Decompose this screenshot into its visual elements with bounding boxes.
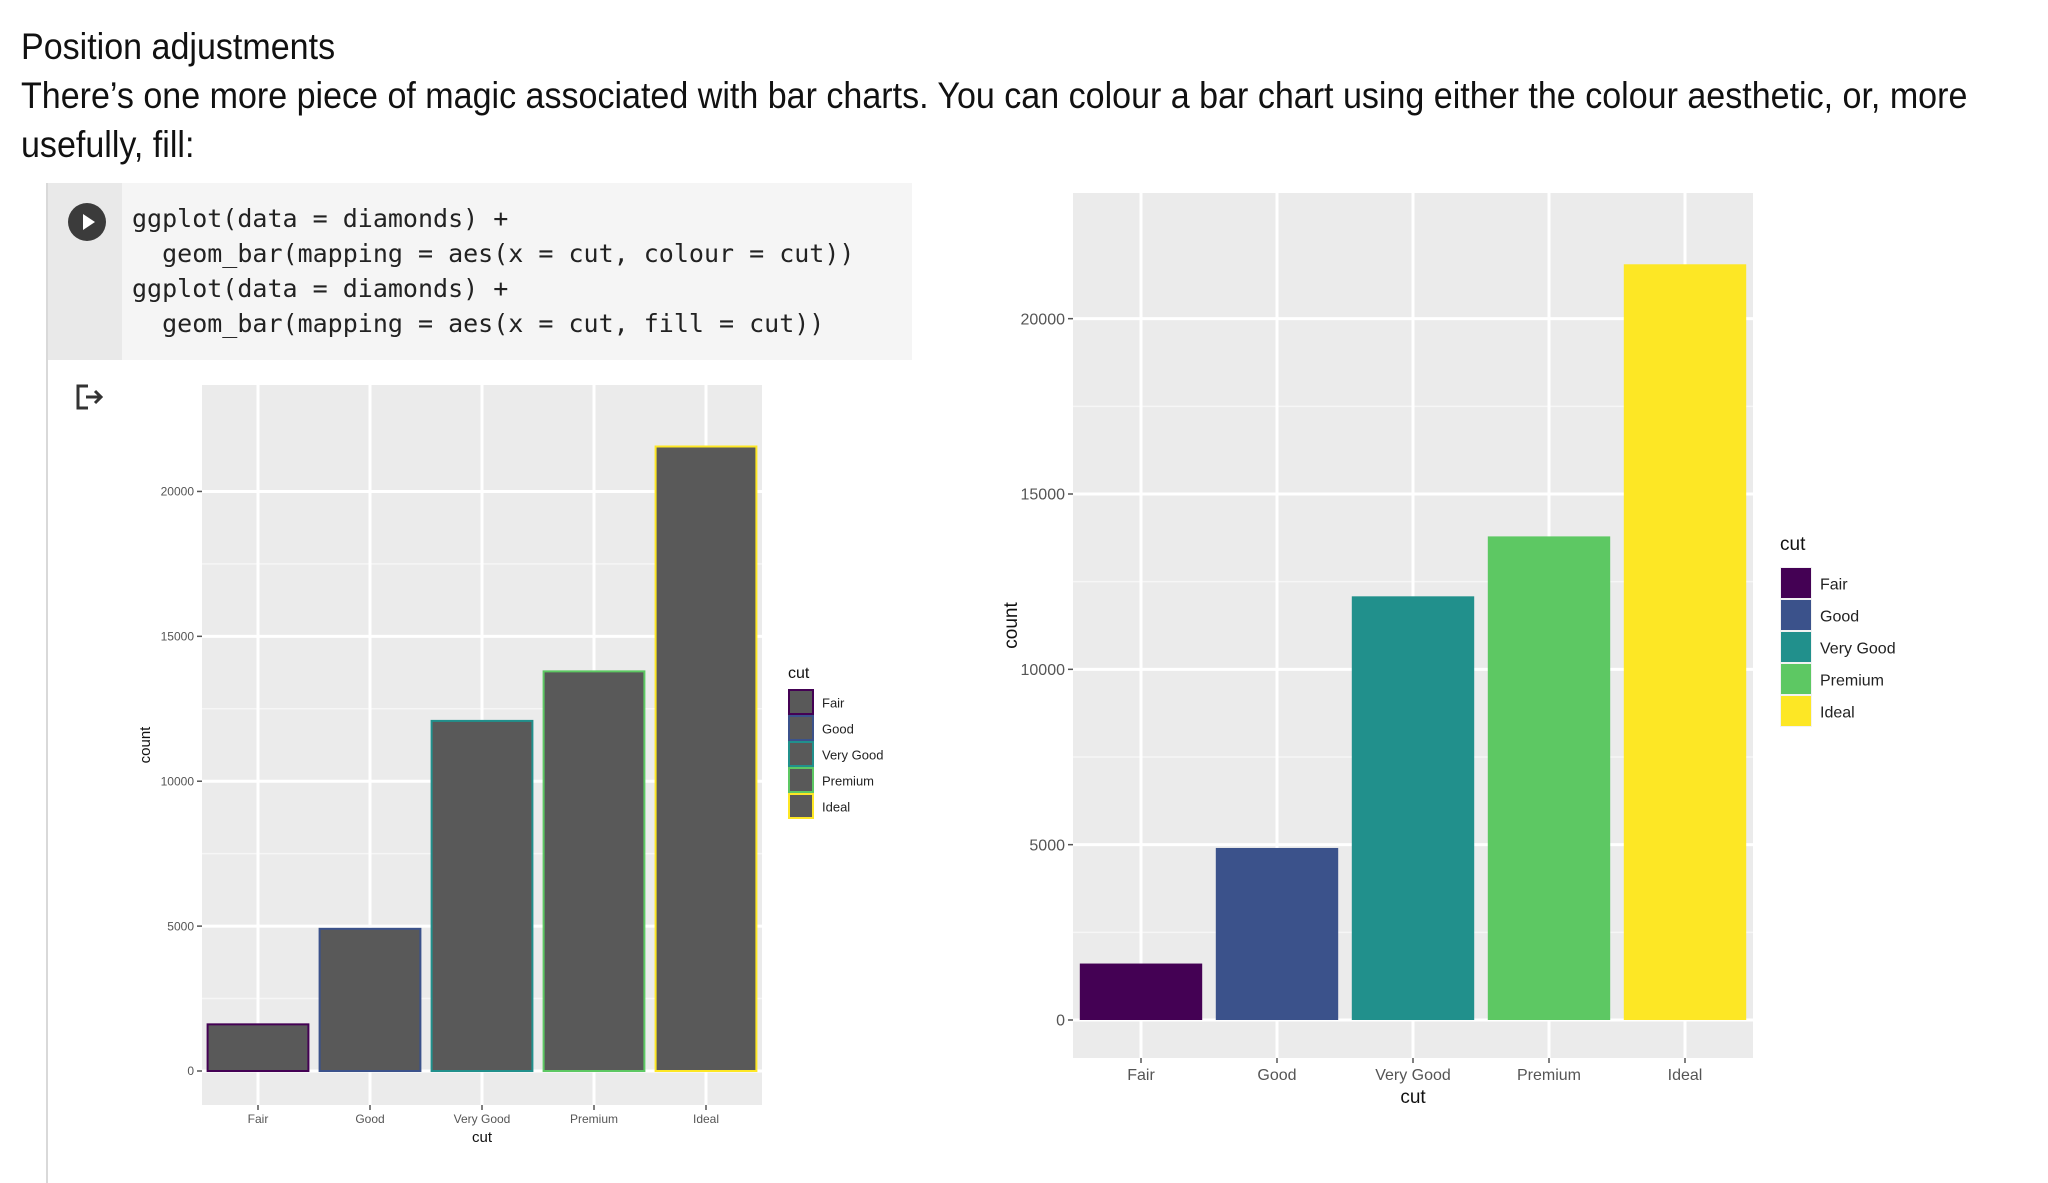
legend-key — [1781, 600, 1811, 630]
y-tick-label: 5000 — [167, 919, 194, 933]
y-tick-label: 20000 — [161, 485, 195, 499]
bar-ideal — [1623, 264, 1747, 1020]
x-axis-title: cut — [1400, 1087, 1426, 1108]
legend-title: cut — [1780, 534, 1806, 555]
legend-label: Ideal — [822, 800, 850, 815]
bar-ideal — [654, 445, 758, 1072]
bar-good — [1215, 847, 1339, 1020]
bar-premium — [1487, 536, 1611, 1020]
bar-good — [318, 927, 422, 1072]
legend-label: Premium — [822, 774, 874, 789]
y-tick-label: 10000 — [161, 774, 195, 788]
run-cell-button[interactable] — [68, 203, 106, 241]
x-tick-label: Very Good — [1375, 1067, 1451, 1084]
bar-very-good — [1351, 596, 1475, 1020]
x-tick-label: Ideal — [1668, 1067, 1703, 1084]
play-icon — [83, 214, 95, 230]
legend-key — [788, 793, 814, 819]
slide-heading: Position adjustments There’s one more pi… — [21, 22, 1968, 169]
legend-label: Ideal — [1820, 705, 1855, 722]
code-line: ggplot(data = diamonds) + — [132, 204, 509, 233]
code-line: geom_bar(mapping = aes(x = cut, fill = c… — [132, 309, 825, 338]
x-tick-label: Premium — [570, 1112, 618, 1126]
chart-colour-aesthetic: 0 5000 10000 15000 20000 Fair Good Very Good Pre… — [137, 385, 883, 1146]
y-tick-label: 20000 — [1021, 311, 1066, 328]
code-cell[interactable]: ggplot(data = diamonds) + geom_bar(mappi… — [122, 183, 912, 360]
x-axis-title: cut — [472, 1129, 493, 1146]
x-tick-label: Good — [355, 1112, 384, 1126]
notebook-cell-gutter — [46, 183, 124, 1183]
y-tick-label: 10000 — [1021, 662, 1066, 679]
legend-label: Good — [1820, 609, 1859, 626]
legend-title: cut — [788, 665, 810, 682]
output-exit-icon[interactable] — [74, 382, 104, 412]
slide-text-line-2: usefully, fill: — [21, 124, 195, 165]
legend-key — [788, 767, 814, 793]
x-tick-label: Fair — [1127, 1067, 1155, 1084]
y-axis-title: count — [1001, 602, 1022, 649]
x-tick-label: Very Good — [454, 1112, 511, 1126]
y-tick-label: 15000 — [1021, 487, 1066, 504]
y-tick-label: 15000 — [161, 630, 195, 644]
bar-very-good — [430, 719, 534, 1072]
legend-key — [1781, 664, 1811, 694]
legend-label: Very Good — [1820, 641, 1896, 658]
legend-key — [1781, 632, 1811, 662]
legend-key — [1781, 696, 1811, 726]
y-tick-label: 0 — [187, 1064, 194, 1078]
bar-fair — [206, 1023, 310, 1072]
x-tick-label: Good — [1257, 1067, 1296, 1084]
legend-label: Fair — [1820, 577, 1848, 594]
chart-fill-aesthetic: 0 5000 10000 15000 20000 Fair Good Very Good Pre… — [1001, 193, 1896, 1108]
y-tick-label: 0 — [1056, 1013, 1065, 1030]
legend-label: Good — [822, 722, 854, 737]
legend-key — [788, 689, 814, 715]
code-line: ggplot(data = diamonds) + — [132, 274, 509, 303]
legend-label: Fair — [822, 696, 845, 711]
legend-key — [788, 715, 814, 741]
slide-text-line-1: There’s one more piece of magic associat… — [21, 75, 1968, 116]
slide-title: Position adjustments — [21, 26, 336, 67]
bar-fair — [1079, 963, 1203, 1020]
code-line: geom_bar(mapping = aes(x = cut, colour =… — [132, 239, 855, 268]
y-axis-title: count — [137, 726, 154, 764]
y-tick-label: 5000 — [1029, 837, 1065, 854]
legend-key — [1781, 568, 1811, 598]
x-tick-label: Premium — [1517, 1067, 1581, 1084]
legend-label: Very Good — [822, 748, 883, 763]
x-tick-label: Ideal — [693, 1112, 719, 1126]
legend-label: Premium — [1820, 673, 1884, 690]
bar-premium — [542, 670, 646, 1072]
legend-key — [788, 741, 814, 767]
x-tick-label: Fair — [248, 1112, 269, 1126]
